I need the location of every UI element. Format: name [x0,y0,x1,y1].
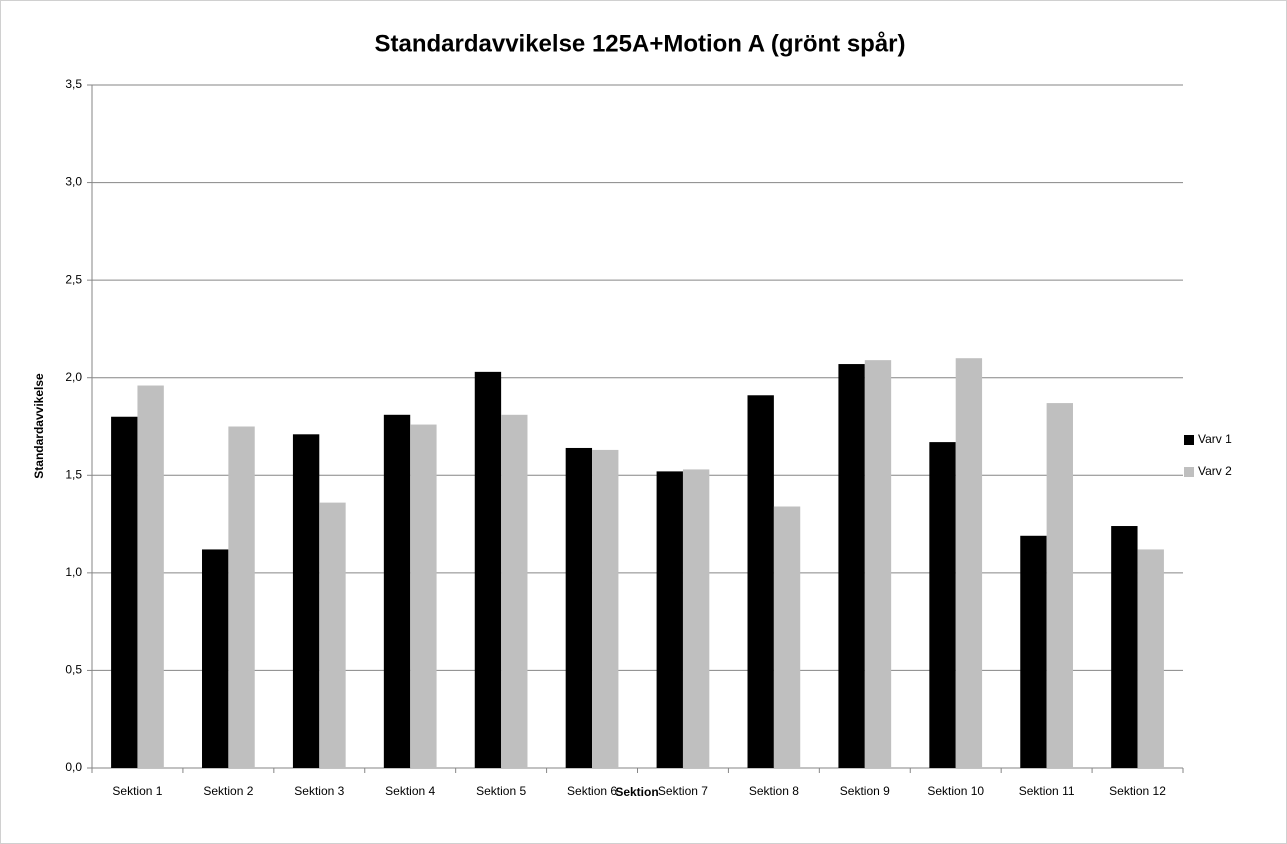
bar [111,416,138,768]
bar [955,358,983,768]
x-axis-label: Sektion [615,785,658,799]
legend-label: Varv 1 [1198,432,1232,446]
y-tick-label: 1,5 [65,467,82,481]
chart-title: Standardavvikelse 125A+Motion A (grönt s… [374,30,905,57]
bar [565,447,593,768]
bar [319,502,346,768]
bar [1020,535,1047,768]
x-tick-label: Sektion 1 [112,784,162,798]
bar [773,506,801,768]
y-axis-label: Standardavvikelse [32,373,46,479]
x-tick-label: Sektion 5 [476,784,526,798]
legend-swatch [1184,435,1194,445]
bar [682,469,710,768]
bar [410,424,437,768]
x-tick-label: Sektion 12 [1109,784,1166,798]
bar [202,549,229,768]
y-tick-label: 2,0 [65,370,82,384]
x-tick-label: Sektion 11 [1019,784,1075,798]
y-tick-label: 3,0 [65,175,82,189]
bar [228,426,255,768]
legend-label: Varv 2 [1198,464,1232,478]
x-tick-label: Sektion 2 [203,784,253,798]
bar [656,471,683,768]
bar [1046,403,1073,768]
x-tick-label: Sektion 6 [567,784,617,798]
x-tick-label: Sektion 9 [840,784,890,798]
x-tick-label: Sektion 4 [385,784,435,798]
legend-swatch [1184,467,1194,477]
bar [747,395,774,768]
x-tick-label: Sektion 8 [749,784,799,798]
y-tick-label: 0,5 [65,663,82,677]
bar [929,442,956,768]
bar [592,449,619,768]
y-tick-label: 1,0 [65,565,82,579]
bar [1137,549,1164,768]
y-tick-label: 2,5 [65,272,82,286]
x-tick-label: Sektion 7 [658,784,708,798]
bar [292,434,320,768]
bar [474,371,502,768]
y-tick-label: 3,5 [65,77,82,91]
bar [864,360,892,768]
x-tick-label: Sektion 10 [927,784,984,798]
bar [383,414,411,768]
bar [838,364,865,768]
x-tick-label: Sektion 3 [294,784,344,798]
bar [501,414,528,768]
bar [1111,526,1138,768]
bar [137,385,164,768]
y-tick-label: 0,0 [65,760,82,774]
